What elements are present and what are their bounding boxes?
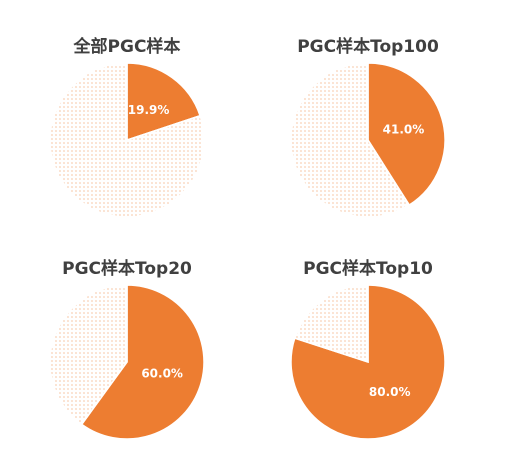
slice-data-label: 19.9% <box>128 103 170 117</box>
slice-data-label: 80.0% <box>369 385 411 399</box>
pie-chart: 80.0% <box>290 284 446 440</box>
pie-panel-top20: PGC样本Top20 60.0% <box>7 232 247 462</box>
pie-slice-remainder <box>49 62 205 218</box>
pie-panel-top10: PGC样本Top10 80.0% <box>248 232 488 462</box>
pie-slice-highlight <box>80 284 205 440</box>
pie-slice-remainder <box>290 62 411 218</box>
pie-chart: 41.0% <box>290 62 446 218</box>
pie-slice-remainder <box>49 284 128 426</box>
pie-chart: 19.9% <box>49 62 205 218</box>
pie-slice-remainder <box>293 284 369 364</box>
slice-data-label: 60.0% <box>141 366 183 380</box>
pie-panel-all-pgc: 全部PGC样本 19.9% <box>7 10 247 240</box>
pie-panel-top100: PGC样本Top100 41.0% <box>248 10 488 240</box>
chart-title: PGC样本Top20 <box>62 259 192 279</box>
chart-title: 全部PGC样本 <box>73 37 181 57</box>
slice-data-label: 41.0% <box>383 123 425 137</box>
chart-title: PGC样本Top100 <box>297 37 439 57</box>
pie-slice-highlight <box>126 62 202 142</box>
chart-title: PGC样本Top10 <box>303 259 433 279</box>
pie-chart: 60.0% <box>49 284 205 440</box>
